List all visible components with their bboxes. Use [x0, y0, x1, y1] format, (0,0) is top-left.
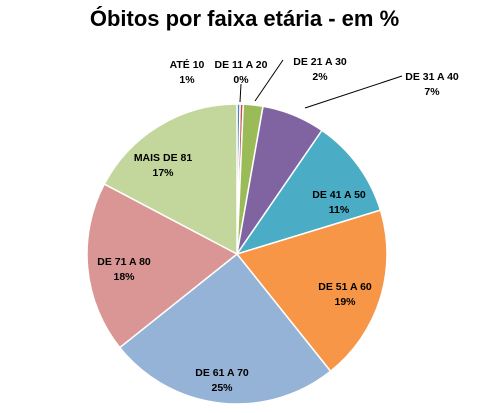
pie-slice-de-71-a-80: [86, 183, 239, 349]
data-label: DE 71 A 80 18%: [97, 256, 151, 283]
value-label: 2%: [312, 71, 328, 83]
pie-slice-de-41-a-50: [235, 129, 382, 256]
data-label: DE 61 A 70 25%: [195, 367, 249, 394]
category-label: DE 21 A 30: [293, 56, 347, 68]
data-label: DE 21 A 30 2%: [293, 56, 347, 83]
value-label: 25%: [211, 382, 233, 394]
category-label: ATÉ 10: [170, 58, 205, 71]
category-label: DE 41 A 50: [312, 189, 366, 201]
data-label: DE 51 A 60 19%: [318, 281, 372, 308]
value-label: 18%: [113, 271, 135, 283]
category-label: DE 11 A 20: [215, 59, 268, 71]
value-label: 17%: [152, 167, 174, 179]
category-label: DE 51 A 60: [318, 281, 372, 293]
data-label: MAIS DE 81 17%: [134, 152, 193, 179]
pie-slice-mais-de-81: [103, 103, 238, 256]
data-label: DE 31 A 40 7%: [405, 71, 459, 98]
leader-line: [239, 83, 242, 103]
category-label: DE 71 A 80: [97, 256, 151, 268]
value-label: 1%: [179, 74, 195, 86]
value-label: 11%: [329, 204, 350, 216]
pie-slice-de-51-a-60: [235, 209, 388, 373]
leader-line: [304, 75, 403, 109]
leader-line: [254, 59, 284, 102]
pie-slice-de-61-a-70: [118, 252, 332, 405]
chart-title: Óbitos por faixa etária - em %: [89, 6, 400, 31]
value-label: 19%: [334, 296, 356, 308]
category-label: DE 61 A 70: [195, 367, 249, 379]
category-label: MAIS DE 81: [134, 152, 193, 164]
value-label: 0%: [233, 74, 249, 86]
data-label: DE 11 A 20 0%: [215, 59, 268, 86]
value-label: 7%: [424, 86, 440, 98]
data-label: ATÉ 10 1%: [170, 58, 205, 86]
data-label: DE 41 A 50 11%: [312, 189, 366, 216]
category-label: DE 31 A 40: [405, 71, 459, 83]
